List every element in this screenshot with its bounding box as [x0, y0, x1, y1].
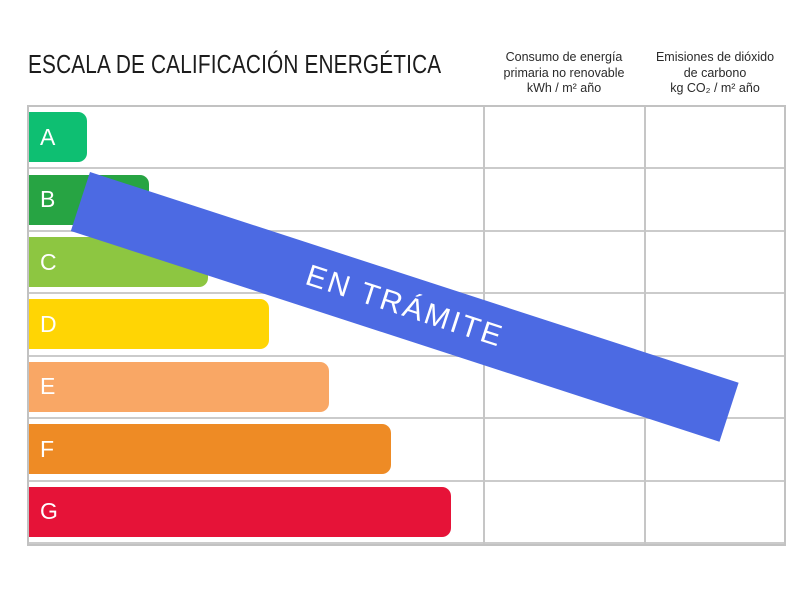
header-line: kWh / m² año	[526, 81, 602, 95]
rating-letter: B	[40, 186, 56, 213]
rating-row-a: A	[29, 107, 784, 170]
column-header-consumo: Consumo de energía primaria no renovable…	[484, 50, 644, 97]
column-header-emisiones: Emisiones de dióxido de carbono kg CO₂ /…	[644, 50, 786, 97]
consumo-cell	[483, 107, 644, 167]
rating-bar-f: F	[29, 424, 391, 475]
rating-row-d: D	[29, 294, 784, 357]
header-line: kg CO₂ / m² año	[670, 81, 760, 95]
column-divider	[644, 107, 646, 544]
rating-bar-a: A	[29, 112, 87, 163]
emisiones-cell	[646, 294, 784, 354]
emisiones-cell	[646, 232, 784, 292]
rating-bar-d: D	[29, 299, 269, 350]
header-line: Emisiones de dióxido	[655, 50, 775, 64]
header-line: primaria no renovable	[503, 65, 625, 80]
rating-letter: E	[40, 373, 56, 400]
rating-row-g: G	[29, 482, 784, 544]
consumo-cell	[483, 232, 644, 292]
header-line: Consumo de energía	[505, 50, 623, 64]
rating-letter: A	[40, 123, 56, 150]
consumo-cell	[483, 169, 644, 229]
consumo-cell	[483, 419, 644, 479]
rating-letter: C	[40, 248, 57, 275]
consumo-cell	[483, 482, 644, 542]
rating-row-f: F	[29, 419, 784, 482]
rating-letter: D	[40, 310, 57, 337]
emisiones-cell	[646, 482, 784, 542]
rating-letter: G	[40, 498, 58, 525]
header-line: de carbono	[683, 65, 747, 80]
emisiones-cell	[646, 107, 784, 167]
rating-row-e: E	[29, 357, 784, 420]
page-title: ESCALA DE CALIFICACIÓN ENERGÉTICA	[28, 49, 442, 79]
rating-bar-e: E	[29, 361, 329, 412]
emisiones-cell	[646, 169, 784, 229]
rating-letter: F	[40, 435, 55, 462]
rating-bar-g: G	[29, 486, 451, 537]
